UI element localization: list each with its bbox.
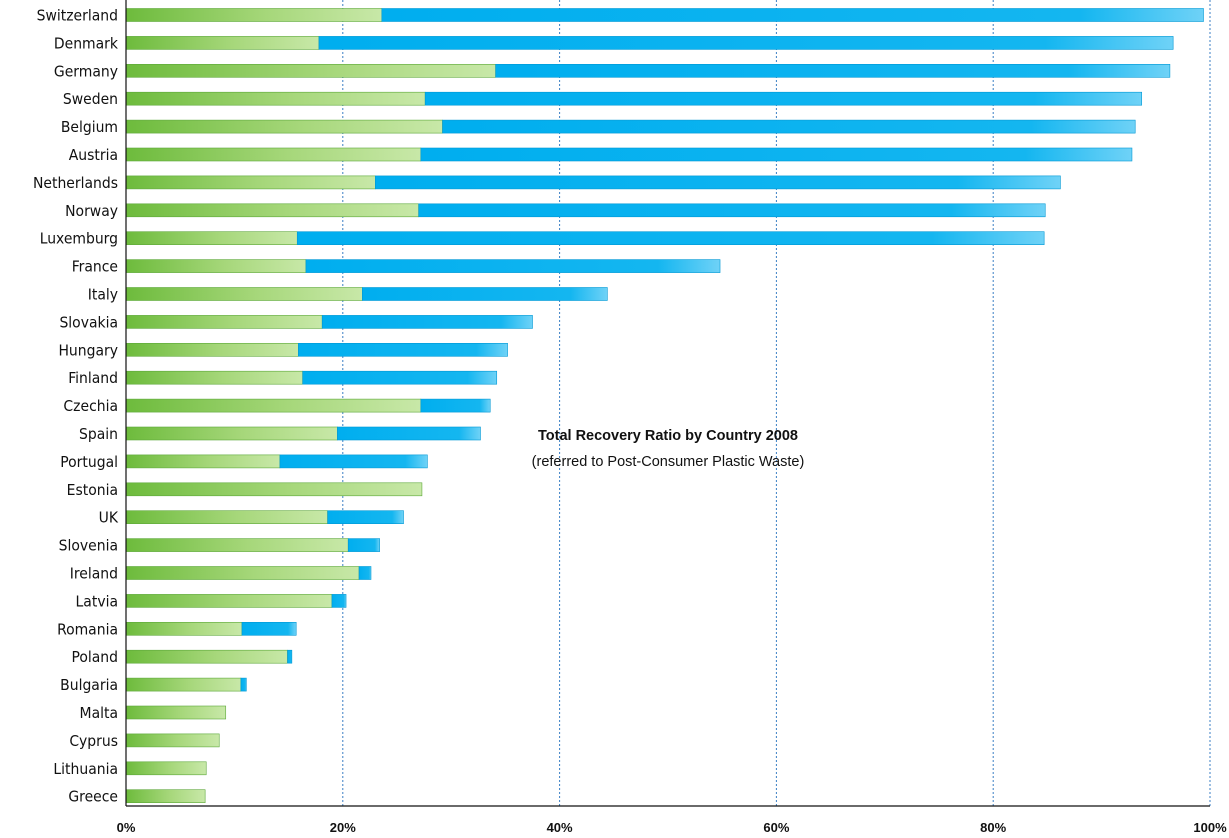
category-label: Slovakia [59,313,118,331]
x-tick-label: 0% [117,820,136,835]
bar-segment [296,231,1045,245]
bar-segment [318,36,1174,50]
bar-segment [125,789,206,804]
bar-segment [125,370,303,385]
category-label: Portugal [60,453,118,471]
bar-segment [125,705,227,720]
category-label: Austria [69,146,118,164]
category-label: Estonia [67,481,118,499]
bar-segment [125,538,349,552]
bar-segment [125,342,299,357]
chart-title: Total Recovery Ratio by Country 2008 [538,428,798,444]
bar-segment [125,8,383,22]
bar-segment [125,64,496,78]
bar-segment [125,454,281,469]
bar-segment [375,175,1061,190]
bar-segment [125,594,333,608]
bar-segment [125,287,363,301]
category-label: Switzerland [37,7,118,25]
bar-segment [298,342,508,357]
category-label: Ireland [70,565,118,583]
category-label: UK [99,509,119,527]
bar-segment [424,91,1143,106]
category-label: Lithuania [53,760,118,778]
x-tick-labels: 0% 20% 40% 60% 80% 100% [117,820,1227,835]
bar-segment [125,91,426,106]
bar-segment [241,621,297,636]
x-tick-label: 80% [980,820,1006,835]
axes [125,0,1210,807]
bar-segment [125,566,360,580]
category-label: Luxemburg [40,230,118,248]
category-label: Sweden [63,90,118,108]
category-label: Malta [80,704,118,722]
bar-segment [321,315,533,329]
category-label: Cyprus [69,732,118,750]
bar-segment [418,203,1046,218]
bar-segment [240,677,247,692]
bar-segment [347,538,380,552]
bar-segment [125,482,423,497]
category-label: Poland [72,648,119,666]
category-label: Greece [68,788,118,806]
bar-segment [442,119,1136,134]
bar-segment [420,147,1133,162]
category-label: Norway [65,202,118,220]
bar-segment [125,733,220,748]
bar-segment [381,8,1204,22]
x-tick-label: 60% [763,820,789,835]
bar-segment [287,649,293,664]
category-label: Finland [68,369,118,387]
bar-segment [358,566,372,580]
category-label: Spain [79,425,118,443]
bar-segment [331,594,347,608]
bar-segment [125,761,207,776]
bar-segment [125,259,307,273]
x-tick-label: 20% [330,820,356,835]
category-label: Netherlands [33,174,118,192]
category-label: Hungary [58,341,118,359]
bar-segment [125,398,422,413]
x-tick-label: 100% [1193,820,1227,835]
category-label: Italy [88,286,118,304]
bar-segment [125,649,288,664]
bar-segment [327,510,404,525]
bar-segment [305,259,721,273]
bar-segment [302,370,498,385]
bar-segment [125,621,243,636]
category-label: Belgium [61,118,118,136]
bar-segment [125,203,419,218]
category-label: Latvia [76,592,118,610]
bar-segment [362,287,608,301]
bars [125,8,1204,804]
bar-segment [125,119,443,134]
bar-segment [279,454,428,469]
category-label: Germany [54,62,118,80]
bar-segment [125,231,298,245]
x-tick-label: 40% [547,820,573,835]
bar-segment [337,426,481,441]
category-label: France [72,258,118,276]
chart-subtitle: (referred to Post-Consumer Plastic Waste… [532,454,805,470]
bar-segment [125,175,376,190]
category-label: Romania [57,620,118,638]
category-label: Czechia [63,397,118,415]
bar-segment [125,315,323,329]
category-label: Bulgaria [60,676,118,694]
bar-segment [125,36,320,50]
bar-segment [125,147,422,162]
bar-segment [125,510,328,525]
category-labels: Switzerland Denmark Germany Sweden Belgium Au… [33,7,119,806]
bar-segment [495,64,1171,78]
bar-segment [125,677,242,692]
category-label: Denmark [54,34,119,52]
category-label: Slovenia [59,537,118,555]
bar-segment [420,398,491,413]
bar-segment [125,426,338,441]
